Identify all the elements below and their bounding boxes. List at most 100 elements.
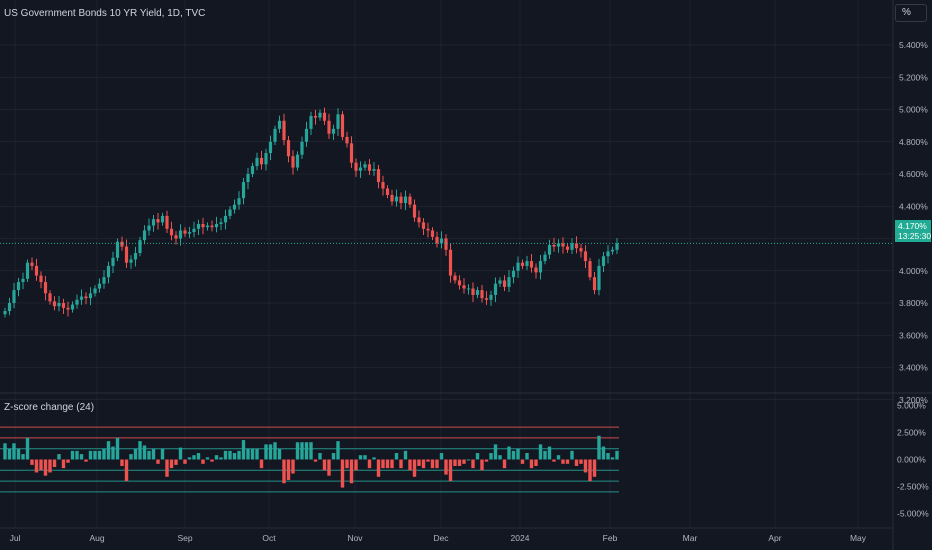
price-tick-label: 3.400%	[899, 363, 928, 373]
indicator-tick-label: -5.000%	[897, 509, 929, 519]
candle-body	[376, 169, 381, 183]
candle-body	[282, 120, 286, 141]
candle-body	[115, 241, 120, 258]
price-tick-label: 3.800%	[899, 298, 928, 308]
candle-body	[412, 204, 417, 218]
symbol-title[interactable]: US Government Bonds 10 YR Yield, 1D, TVC	[4, 8, 206, 19]
zscore-bar	[484, 459, 489, 462]
zscore-bar	[367, 459, 372, 469]
zscore-bar	[475, 453, 480, 460]
zscore-bar	[354, 459, 358, 471]
price-tick-label: 5.200%	[899, 72, 928, 82]
candle-body	[331, 128, 336, 134]
zscore-bar	[43, 459, 48, 476]
zscore-bar	[124, 459, 129, 482]
candle-body	[12, 290, 16, 303]
zscore-bar	[120, 459, 124, 466]
candle-body	[592, 277, 597, 291]
candle-body	[543, 254, 547, 262]
zscore-bar	[525, 453, 529, 460]
zscore-bar	[480, 459, 484, 471]
zscore-bar	[201, 459, 205, 464]
zscore-bar	[48, 459, 52, 473]
candle-body	[246, 174, 250, 183]
candle-body	[192, 228, 196, 233]
candle-body	[363, 164, 367, 168]
zscore-bar	[543, 450, 547, 460]
unit-button[interactable]: %	[895, 4, 927, 22]
zscore-bar	[183, 459, 187, 464]
zscore-bar	[115, 437, 120, 460]
candle-body	[601, 256, 606, 266]
zscore-bar	[579, 459, 583, 464]
zscore-bar	[358, 455, 363, 460]
zscore-bar	[597, 435, 601, 460]
candle-body	[336, 114, 340, 129]
candle-body	[93, 288, 97, 294]
candle-body	[75, 299, 79, 305]
zscore-bar	[516, 448, 520, 460]
candle-body	[232, 204, 237, 210]
candle-body	[610, 249, 615, 252]
candle-body	[102, 277, 106, 284]
candle-body	[381, 182, 385, 189]
zscore-bar	[156, 459, 160, 464]
candle-body	[489, 294, 493, 300]
candle-body	[205, 225, 210, 228]
candle-body	[439, 238, 444, 244]
candle-body	[291, 156, 295, 168]
zscore-bar	[457, 459, 462, 466]
candle-body	[277, 120, 282, 129]
candle-body	[565, 246, 570, 250]
indicator-axis[interactable]: 5.000% 2.500% 0.000% -2.500% -5.000%	[897, 401, 929, 519]
candle-body	[30, 262, 34, 266]
candle-body	[111, 257, 115, 266]
candle-body	[498, 280, 502, 284]
candle-body	[520, 262, 525, 266]
time-axis[interactable]: Jul Aug Sep Oct Nov Dec 2024 Feb Mar Apr May	[10, 533, 867, 543]
price-tick-label: 4.800%	[899, 137, 928, 147]
candle-body	[525, 261, 529, 266]
zscore-bar	[592, 459, 597, 477]
zscore-bar	[12, 443, 16, 460]
time-tick-label: Aug	[89, 533, 104, 543]
price-tick-label: 5.000%	[899, 105, 928, 115]
zscore-bar	[264, 444, 268, 460]
candle-body	[273, 128, 277, 142]
candle-body	[16, 282, 21, 291]
candle-body	[210, 225, 214, 228]
candle-body	[3, 311, 7, 315]
zscore-bar	[169, 459, 174, 469]
zscore-bar	[453, 459, 457, 466]
zscore-bar	[273, 442, 277, 460]
grid-lines	[0, 0, 893, 528]
candle-body	[97, 283, 102, 289]
candle-body	[417, 217, 421, 223]
time-tick-label: 2024	[511, 533, 530, 543]
zscore-bar	[574, 459, 579, 466]
zscore-histogram	[3, 435, 619, 488]
price-tick-label: 3.600%	[899, 330, 928, 340]
candle-body	[169, 228, 174, 236]
zscore-bar	[52, 459, 57, 468]
zscore-bar	[151, 448, 156, 460]
candle-body	[223, 215, 228, 223]
candle-body	[552, 244, 556, 247]
zscore-bar	[435, 459, 439, 469]
zscore-bar	[439, 453, 444, 460]
candle-body	[52, 301, 57, 307]
zscore-bar	[331, 453, 336, 460]
candle-body	[480, 290, 484, 299]
candle-body	[516, 262, 520, 271]
zscore-bar	[471, 459, 475, 469]
candle-body	[48, 293, 52, 302]
candle-body	[345, 136, 349, 144]
zscore-bar	[520, 459, 525, 464]
zscore-bar	[79, 454, 84, 460]
zscore-bar	[376, 459, 381, 477]
indicator-label[interactable]: Z-score change (24)	[4, 402, 95, 413]
zscore-bar	[250, 448, 255, 460]
candle-body	[142, 230, 147, 241]
zscore-bar	[187, 457, 192, 460]
